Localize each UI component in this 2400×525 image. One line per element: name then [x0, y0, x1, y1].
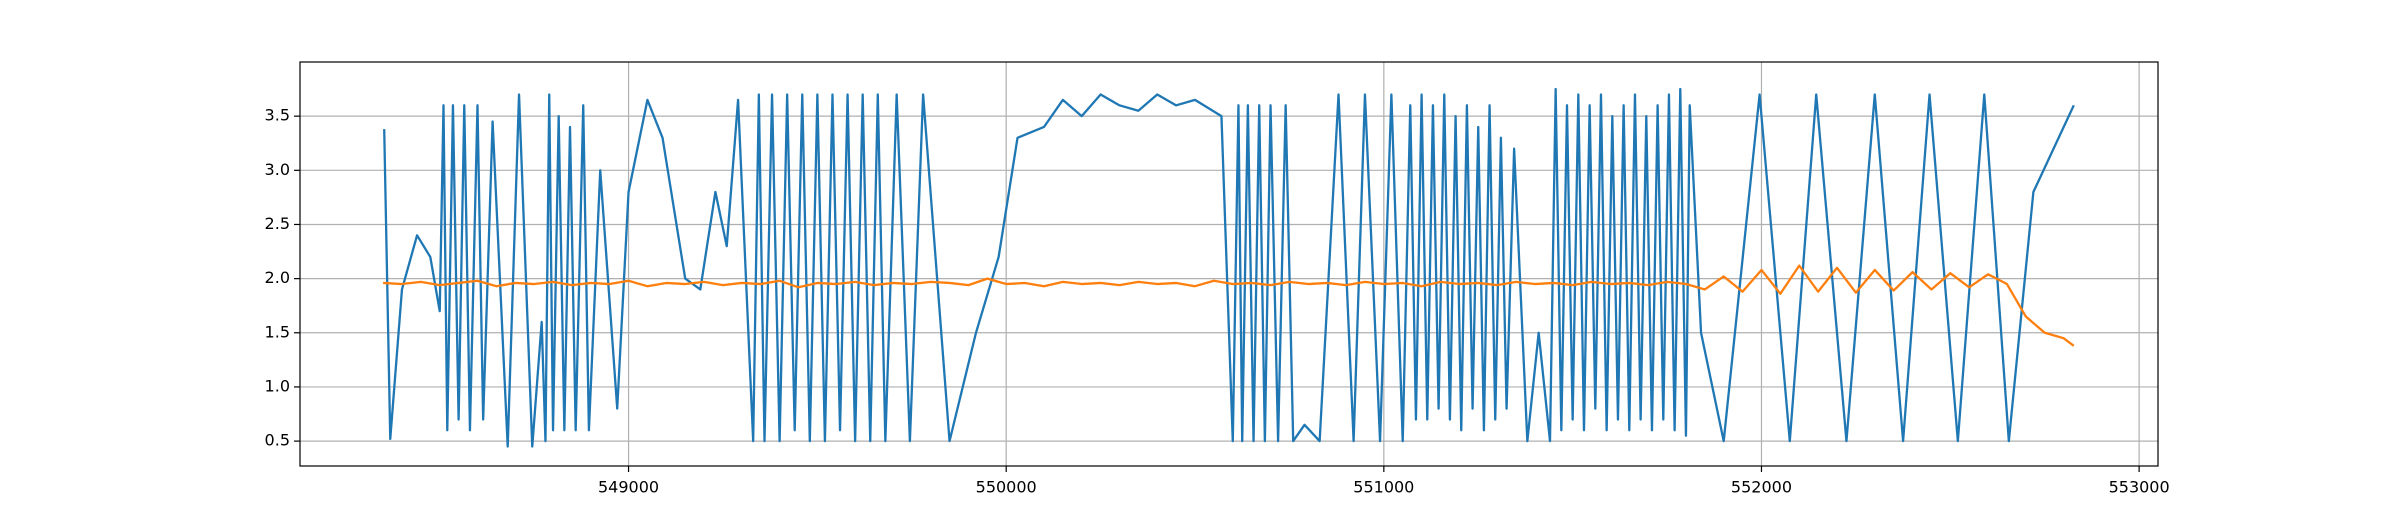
x-tick-label: 551000: [1353, 478, 1414, 497]
data-line: [383, 264, 2075, 347]
x-tick-label: 552000: [1731, 478, 1792, 497]
y-tick-label: 1.0: [265, 376, 290, 395]
y-tick-label: 0.5: [265, 431, 290, 450]
y-tick-label: 1.5: [265, 322, 290, 341]
x-tick-label: 549000: [598, 478, 659, 497]
data-line: [383, 87, 2075, 448]
y-tick-label: 3.0: [265, 160, 290, 179]
y-tick-label: 2.5: [265, 214, 290, 233]
y-tick-label: 3.5: [265, 106, 290, 125]
y-tick-label: 2.0: [265, 268, 290, 287]
plot-frame: [299, 61, 2159, 467]
x-tick-label: 553000: [2109, 478, 2170, 497]
x-tick-label: 550000: [976, 478, 1037, 497]
